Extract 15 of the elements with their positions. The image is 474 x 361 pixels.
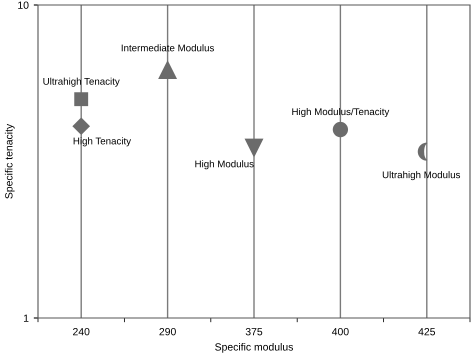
x-axis-title: Specific modulus (215, 342, 293, 353)
y-tick-label: 1 (24, 314, 28, 322)
y-axis-title: Specific tenacity (4, 124, 15, 199)
series-label: High Modulus/Tenacity (292, 108, 390, 118)
series-label: High Modulus (195, 160, 254, 170)
series-label: Ultrahigh Modulus (382, 171, 460, 180)
x-tick-label: 290 (159, 328, 176, 336)
x-tick-label: 375 (246, 328, 262, 336)
y-tick-label: 10 (18, 2, 29, 9)
x-tick-label: 425 (418, 328, 436, 336)
series-label: High Tenacity (74, 137, 132, 146)
series-label: Ultrahigh Tenacity (43, 78, 120, 87)
x-tick-label: 240 (73, 328, 90, 336)
series-label: Intermediate Modulus (122, 44, 214, 52)
x-tick-label: 400 (332, 328, 349, 336)
